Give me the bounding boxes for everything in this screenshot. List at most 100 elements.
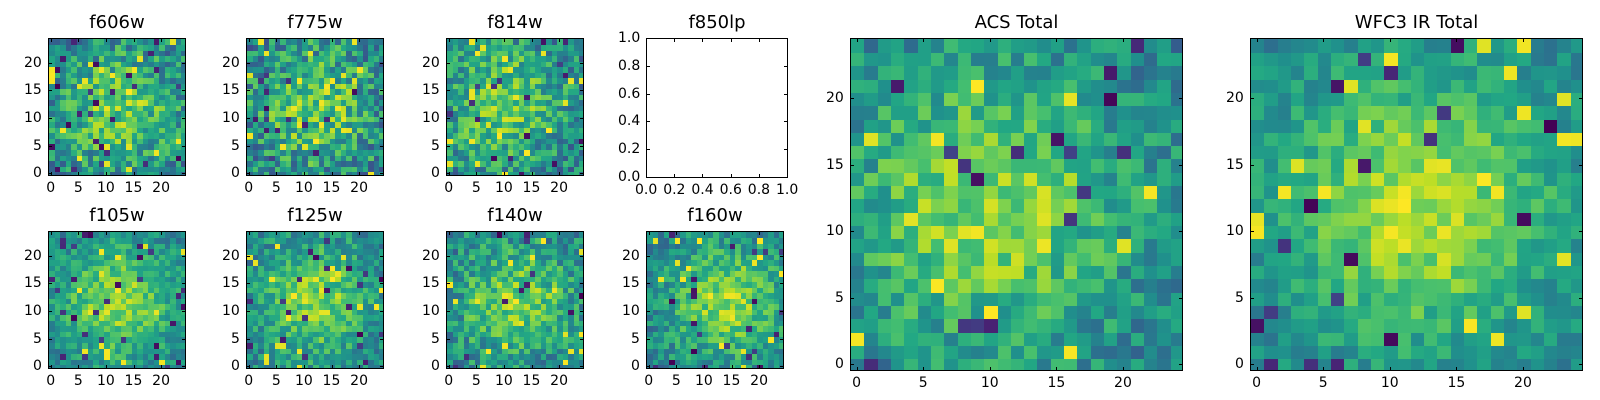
- heatmap-cell: [502, 154, 509, 162]
- heatmap-cell: [247, 94, 254, 101]
- heatmap-cell: [535, 39, 542, 46]
- heatmap-cell: [463, 132, 470, 139]
- heatmap-cell: [340, 127, 347, 134]
- panel-acs-total: ACS Total 0 5 10 15 20 0 5 10 15 20: [826, 12, 1183, 390]
- heatmap-cell: [917, 185, 932, 200]
- heatmap-cell: [104, 165, 111, 173]
- heatmap-cell: [54, 331, 61, 338]
- heatmap-cell: [779, 259, 783, 266]
- heatmap-cell: [579, 105, 583, 112]
- heatmap-cell: [351, 116, 358, 123]
- heatmap-cell: [164, 105, 172, 112]
- heatmap-cell: [269, 116, 276, 123]
- heatmap-cell: [318, 50, 325, 57]
- x-tick-label: 20: [152, 373, 170, 389]
- heatmap-cell: [513, 160, 520, 167]
- heatmap-cell: [551, 105, 558, 112]
- heatmap-cell: [1077, 358, 1092, 370]
- heatmap-cell: [49, 353, 56, 360]
- heatmap-cell: [313, 61, 320, 68]
- heatmap-cell: [917, 318, 932, 333]
- x-tick: [559, 172, 561, 176]
- heatmap-cell: [346, 110, 353, 117]
- heatmap-cell: [463, 121, 470, 128]
- heatmap-cell: [524, 61, 531, 68]
- heatmap-cell: [274, 149, 281, 156]
- heatmap-cell: [480, 116, 487, 123]
- heatmap-cell: [142, 149, 149, 156]
- heatmap-cell: [1144, 358, 1158, 370]
- heatmap-cell: [137, 88, 144, 95]
- heatmap-cell: [175, 336, 183, 343]
- heatmap-cell: [93, 353, 100, 360]
- heatmap-cell: [458, 160, 465, 167]
- heatmap-cell: [170, 138, 177, 145]
- heatmap-cell: [373, 138, 381, 145]
- heatmap-cell: [877, 198, 892, 213]
- heatmap-cell: [458, 72, 465, 79]
- heatmap-cell: [469, 105, 476, 112]
- heatmap-cell: [502, 165, 509, 173]
- y-tick: [446, 311, 450, 313]
- heatmap-cell: [49, 358, 56, 366]
- heatmap-cell: [142, 105, 149, 112]
- heatmap-cell: [175, 61, 183, 68]
- heatmap-cell: [307, 39, 314, 46]
- heatmap-cell: [579, 121, 583, 128]
- heatmap-cell: [285, 99, 292, 106]
- heatmap-cell: [568, 154, 575, 162]
- heatmap-cell: [917, 305, 932, 320]
- heatmap-cell: [49, 171, 56, 175]
- heatmap-cell: [142, 132, 149, 139]
- heatmap-cell: [458, 116, 465, 123]
- heatmap-cell: [159, 94, 166, 101]
- heatmap-cell: [890, 358, 905, 370]
- heatmap-cell: [120, 132, 127, 139]
- heatmap-cell: [93, 149, 100, 156]
- heatmap-cell: [524, 55, 531, 62]
- heatmap-cell: [98, 116, 105, 123]
- heatmap-cell: [164, 50, 172, 57]
- heatmap-cell: [153, 116, 160, 123]
- heatmap-cell: [115, 165, 122, 173]
- heatmap-cell: [362, 165, 370, 173]
- heatmap-cell: [82, 154, 89, 162]
- heatmap-cell: [1130, 305, 1145, 320]
- heatmap-cell: [568, 132, 575, 139]
- heatmap-cell: [546, 154, 553, 162]
- heatmap-cell: [76, 44, 83, 51]
- heatmap-cell: [324, 154, 331, 162]
- heatmap-cell: [957, 332, 972, 346]
- y-tick: [580, 145, 584, 147]
- heatmap-cell: [302, 55, 309, 62]
- heatmap-cell: [76, 110, 83, 117]
- heatmap-cell: [546, 39, 553, 46]
- heatmap-cell: [148, 149, 155, 156]
- heatmap-cell: [351, 165, 358, 173]
- heatmap-cell: [302, 160, 309, 167]
- heatmap-cell: [175, 105, 183, 112]
- heatmap-cell: [280, 171, 287, 175]
- heatmap-cell: [1157, 318, 1172, 333]
- heatmap-cell: [153, 121, 160, 128]
- heatmap-cell: [164, 154, 172, 162]
- heatmap-cell: [137, 55, 144, 62]
- heatmap-cell: [779, 303, 783, 310]
- heatmap-cell: [291, 165, 298, 173]
- heatmap-cell: [142, 116, 149, 123]
- heatmap-cell: [71, 105, 78, 112]
- heatmap-cell: [49, 88, 56, 95]
- heatmap-cell: [957, 305, 972, 320]
- heatmap-cell: [175, 66, 183, 73]
- heatmap-cell: [159, 50, 166, 57]
- heatmap-cell: [452, 121, 459, 128]
- heatmap-cell: [485, 88, 492, 95]
- heatmap-cell: [153, 336, 160, 343]
- x-tick: [276, 172, 278, 176]
- heatmap-cell: [54, 364, 61, 368]
- heatmap-cell: [181, 331, 185, 338]
- x-tick: [503, 231, 505, 235]
- heatmap-cell: [54, 105, 61, 112]
- heatmap-cell: [1157, 212, 1172, 227]
- heatmap-cell: [513, 116, 520, 123]
